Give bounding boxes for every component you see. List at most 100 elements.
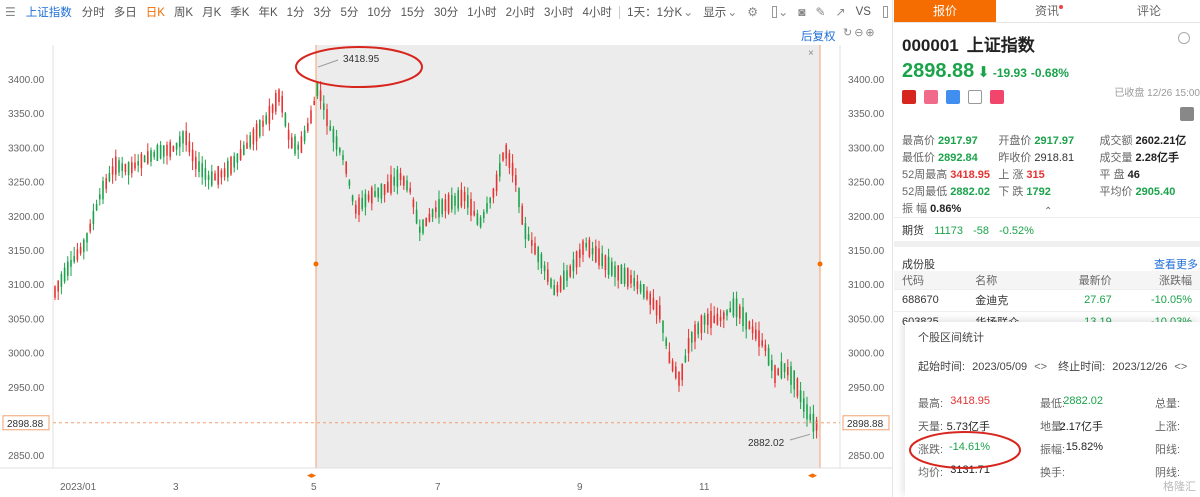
candle-body — [521, 205, 523, 225]
candle-body — [137, 161, 139, 166]
table-header[interactable]: 名称 — [967, 271, 1053, 289]
candle-body — [291, 137, 293, 149]
selection-handle — [817, 261, 823, 267]
chevron-down-icon[interactable]: ⌄ — [727, 4, 738, 19]
period-tab[interactable]: 5分 — [340, 7, 359, 19]
settings-icon[interactable] — [1178, 32, 1190, 44]
start-date[interactable]: 2023/05/09 — [972, 361, 1028, 373]
table-header[interactable]: 最新价 — [1052, 271, 1120, 289]
candle-body — [649, 293, 651, 305]
period-tab[interactable]: 15分 — [400, 7, 425, 19]
candle-body — [377, 187, 379, 198]
lightning-icon[interactable] — [924, 90, 938, 104]
candle-body — [534, 243, 536, 255]
period-tab[interactable]: 分时 — [81, 7, 105, 19]
candle-body — [275, 93, 277, 112]
chevron-down-icon[interactable]: ⌄ — [778, 4, 789, 19]
camera-icon[interactable]: ◙ — [798, 4, 806, 19]
end-chevron-icon[interactable]: <> — [1174, 361, 1188, 373]
period-tab[interactable]: 1小时 — [467, 7, 497, 19]
candle-body — [492, 188, 495, 198]
bell-icon[interactable] — [1180, 107, 1194, 121]
period-tab[interactable]: 月K — [202, 7, 222, 19]
candle-body — [179, 136, 181, 148]
quote-row: 最高价 2917.97 开盘价 2917.97 成交额 2602.21亿 — [902, 133, 1192, 150]
candle-body — [355, 204, 357, 214]
stats-value: 3418.95 — [950, 395, 990, 407]
period-tab[interactable]: 1分 — [286, 7, 305, 19]
period-tab[interactable]: 3分 — [313, 7, 332, 19]
table-header[interactable]: 涨跌幅 — [1119, 271, 1200, 289]
period-tab[interactable]: 周K — [173, 7, 194, 19]
panel-tab-label: 评论 — [1136, 4, 1161, 18]
period-tab[interactable]: 4小时 — [582, 7, 612, 19]
panel-tab[interactable]: 评论 — [1098, 0, 1200, 22]
panel-toggle-icon[interactable] — [882, 6, 888, 18]
vs-button[interactable]: VS — [855, 6, 871, 18]
table-header[interactable]: 代码 — [894, 271, 968, 289]
panel-tab[interactable]: 报价 — [894, 0, 996, 22]
candle-body — [735, 298, 738, 318]
candle-body — [460, 189, 463, 207]
candle-body — [553, 285, 555, 296]
candle-body — [582, 240, 584, 255]
chevron-down-icon[interactable]: ⌄ — [683, 4, 694, 19]
table-row[interactable]: 688670 金迪克 27.67 -10.05% — [894, 288, 1200, 311]
candle-body — [182, 131, 184, 144]
stock-title: 000001 上证指数 — [902, 31, 1192, 56]
selection-handle — [313, 261, 319, 267]
collapse-icon[interactable]: ⌃ — [1044, 206, 1053, 217]
zoom-controls[interactable]: ↻⊖⊕ — [843, 27, 877, 39]
price-line: 2898.88 ⬇ -19.93 -0.68% — [902, 60, 1192, 83]
annotation-ellipse — [909, 431, 1021, 469]
candle-body — [518, 188, 520, 208]
pencil-icon[interactable]: ✎ — [815, 4, 826, 19]
candle-body — [163, 145, 165, 157]
quote-label: 成交量 — [1099, 152, 1133, 164]
end-date[interactable]: 2023/12/26 — [1112, 361, 1168, 373]
futures-label: 期货 — [902, 225, 924, 237]
candle-body — [614, 265, 616, 278]
candle-body — [236, 153, 239, 163]
start-chevron-icon[interactable]: <> — [1034, 361, 1048, 373]
menu-icon[interactable]: ☰ — [5, 4, 16, 19]
candle-body — [415, 209, 418, 224]
candle-body — [396, 169, 399, 187]
period-tab[interactable]: 30分 — [433, 7, 459, 19]
candle-body — [316, 82, 319, 97]
view-more-link[interactable]: 查看更多 — [1154, 259, 1198, 271]
candle-body — [207, 175, 210, 181]
period-tab[interactable]: 多日 — [113, 7, 137, 19]
stats-value: 15.82% — [1065, 441, 1103, 453]
futures-line[interactable]: 期货 11173 -58 -0.52% — [894, 217, 1200, 247]
period-tab[interactable]: 年K — [258, 7, 278, 19]
quote-row: 52周最低 2882.02 下 跌 1792 平均价 2905.40 — [902, 184, 1192, 201]
heart-icon[interactable] — [990, 90, 1004, 104]
tag-icon[interactable] — [946, 90, 960, 104]
period-tab[interactable]: 日K — [145, 7, 165, 19]
candle-body — [435, 207, 437, 212]
share-icon[interactable]: ↗ — [835, 4, 846, 19]
period-tab[interactable]: 2小时 — [505, 7, 536, 19]
y-tick-label: 3250.00 — [8, 178, 45, 189]
adjust-mode-button[interactable]: 后复权 — [801, 31, 836, 43]
document-icon[interactable] — [968, 90, 982, 104]
gear-icon[interactable]: ⚙ — [747, 4, 759, 19]
candle-body — [390, 174, 392, 194]
candle-body — [755, 329, 757, 339]
end-label: 终止时间: — [1058, 361, 1106, 373]
flag-icon[interactable] — [902, 90, 916, 104]
interval-combo[interactable]: 1天：1分K — [627, 7, 683, 19]
candle-body — [585, 243, 587, 248]
display-menu[interactable]: 显示 — [703, 7, 727, 19]
candle-body — [719, 316, 722, 321]
candle-body — [726, 310, 728, 316]
panel-tab[interactable]: 资讯 — [996, 0, 1098, 22]
period-tab[interactable]: 3小时 — [544, 7, 574, 19]
period-tab[interactable]: 季K — [230, 7, 250, 19]
candle-body — [387, 181, 389, 193]
period-tab[interactable]: 10分 — [367, 7, 392, 19]
square-icon[interactable] — [772, 6, 778, 18]
candle-body — [393, 176, 395, 186]
